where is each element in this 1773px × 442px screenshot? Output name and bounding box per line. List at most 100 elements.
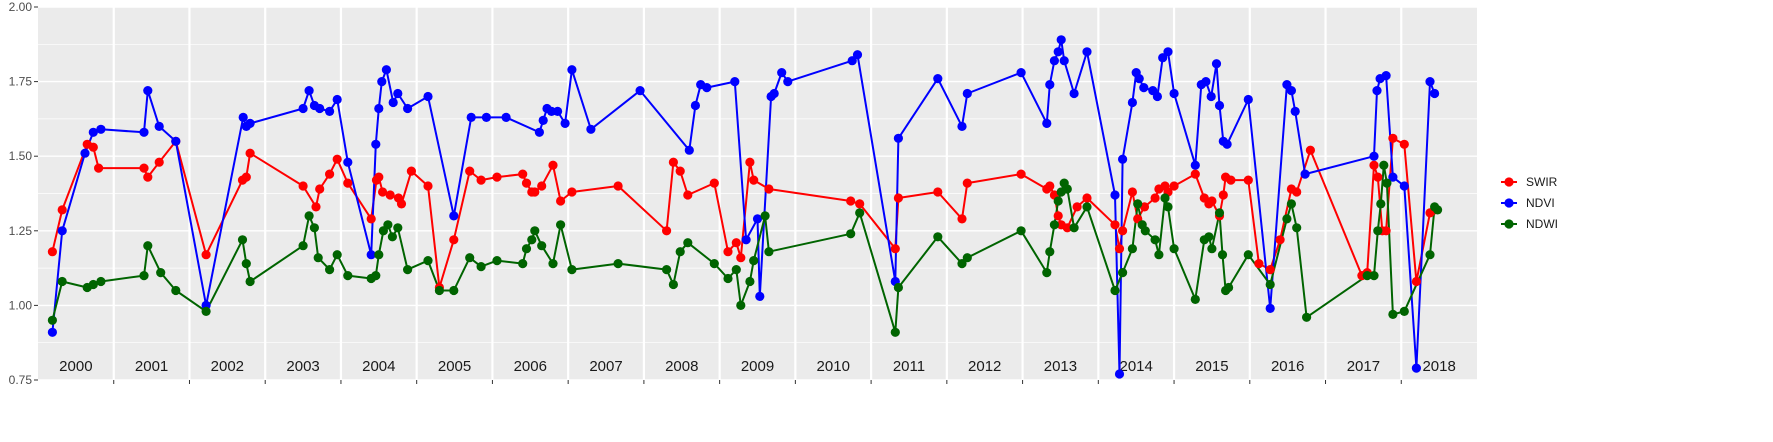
y-tick-label: 1.00 [9,298,33,312]
data-point-swir [1110,220,1120,230]
data-point-swir [1388,133,1398,143]
data-point-ndvi [684,145,694,155]
data-point-ndvi [171,136,181,146]
year-label-2016: 2016 [1271,358,1304,375]
data-point-swir [764,184,774,194]
data-point-ndvi [1134,74,1144,84]
data-point-swir [933,187,943,197]
data-point-ndwi [1062,184,1072,194]
data-point-ndvi [1042,118,1052,128]
data-point-ndwi [1045,247,1055,257]
data-point-ndvi [1286,86,1296,96]
data-point-ndvi [374,103,384,114]
data-point-ndwi [723,273,733,284]
data-point-swir [1207,196,1217,206]
data-point-ndwi [1265,279,1275,290]
data-point-ndvi [1158,53,1168,63]
data-point-ndvi [393,88,403,99]
data-point-ndwi [1127,244,1137,254]
data-point-ndvi [553,106,563,116]
data-point-ndwi [332,250,342,260]
data-point-swir [241,172,251,182]
data-point-ndwi [957,259,967,269]
data-point-swir [94,163,104,173]
data-point-ndwi [668,279,679,290]
data-point-swir [1045,181,1055,191]
data-point-ndvi [1243,94,1253,105]
data-point-swir [1369,160,1379,170]
data-point-ndvi [1430,88,1440,99]
data-point-swir [139,163,149,173]
data-point-swir [406,166,416,176]
data-point-ndwi [855,208,865,218]
data-point-swir [1053,211,1063,221]
data-point-ndvi [154,121,164,131]
data-point-ndvi [893,133,904,143]
data-point-ndwi [237,235,248,245]
data-point-swir [476,175,486,185]
data-point-ndvi [1300,169,1310,179]
data-point-ndwi [1082,202,1092,212]
data-point-ndwi [662,265,672,275]
data-point-ndwi [893,282,904,293]
data-point-swir [683,190,693,200]
data-point-ndwi [1118,268,1128,278]
data-point-swir [315,184,325,194]
data-point-ndwi [530,226,540,236]
data-point-ndwi [1369,271,1379,281]
data-point-ndwi [846,229,856,239]
data-point-ndwi [1049,220,1059,230]
data-point-ndwi [1425,250,1435,260]
data-point-ndwi [201,306,211,316]
data-point-swir [325,169,335,179]
data-point-swir [521,178,532,188]
year-label-2004: 2004 [362,358,395,375]
year-label-2007: 2007 [589,358,622,375]
legend-key-point-ndvi [1504,198,1514,208]
data-point-ndvi [449,211,459,221]
data-point-ndwi [492,256,502,266]
data-point-swir [1399,139,1409,149]
data-point-swir [465,166,475,176]
data-point-ndwi [1042,268,1052,278]
data-point-ndwi [1399,306,1409,316]
data-point-ndvi [755,291,765,301]
data-point-ndvi [1049,56,1059,66]
data-point-swir [88,142,98,152]
data-point-ndwi [556,220,566,230]
data-point-ndvi [238,112,248,122]
data-point-swir [1082,193,1092,203]
data-point-swir [890,244,900,254]
year-label-2015: 2015 [1195,358,1228,375]
y-axis: 0.75 1.00 1.25 1.50 1.75 2.00 [9,0,38,387]
data-point-ndwi [1204,232,1214,242]
data-point-ndvi [1152,91,1162,102]
data-point-swir [154,157,164,167]
data-point-ndwi [96,276,106,287]
data-point-ndwi [736,300,746,310]
year-label-2012: 2012 [968,358,1001,375]
data-point-ndwi [1302,312,1312,322]
data-point-swir [1226,175,1236,185]
data-point-ndvi [1059,56,1069,66]
data-point-ndvi [143,86,153,96]
x-axis [113,380,1402,384]
data-point-swir [449,235,459,245]
series-line-swir [51,137,1436,289]
data-point-ndvi [423,91,433,102]
data-point-ndwi [371,271,381,281]
data-point-swir [846,196,856,206]
data-point-ndwi [1373,226,1383,236]
data-point-ndwi [171,285,181,296]
data-point-ndvi [534,127,545,137]
data-point-ndvi [1190,160,1200,170]
data-point-ndvi [1265,303,1275,313]
year-label-2006: 2006 [514,358,547,375]
data-point-ndwi [745,276,755,287]
data-point-ndvi [96,124,106,134]
data-point-ndwi [749,256,759,266]
data-point-ndvi [80,148,90,158]
data-point-swir [57,205,67,215]
data-point-swir [662,226,672,236]
data-point-swir [723,247,733,257]
